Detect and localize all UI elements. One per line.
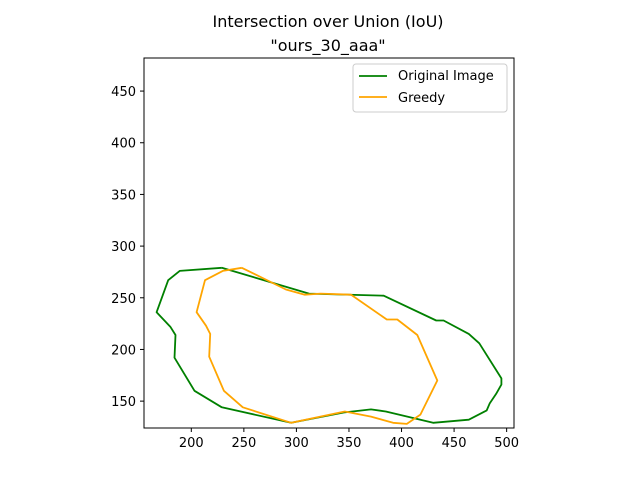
plot-area: [155, 266, 503, 425]
x-tick-label: 350: [337, 436, 362, 451]
series-line-greedy: [195, 266, 439, 425]
y-axis: 150 200 250 300 350 400 450: [111, 85, 144, 410]
series-line-original-image: [155, 266, 503, 424]
legend-label-greedy: Greedy: [398, 91, 445, 106]
y-tick-label: 350: [111, 188, 136, 203]
y-tick-label: 200: [111, 343, 136, 358]
y-tick-label: 250: [111, 292, 136, 307]
legend: Original Image Greedy: [352, 63, 508, 113]
chart-subtitle: "ours_30_aaa": [270, 36, 385, 56]
x-tick-label: 200: [179, 436, 204, 451]
x-tick-label: 450: [442, 436, 467, 451]
chart-title: Intersection over Union (IoU): [212, 12, 443, 31]
y-tick-label: 400: [111, 137, 136, 152]
x-tick-label: 500: [494, 436, 519, 451]
x-axis: 200 250 300 350 400 450 500: [179, 428, 519, 451]
axes-frame: [143, 57, 515, 429]
x-tick-label: 250: [231, 436, 256, 451]
x-tick-label: 300: [284, 436, 309, 451]
y-tick-label: 150: [111, 395, 136, 410]
x-tick-label: 400: [389, 436, 414, 451]
y-tick-label: 450: [111, 85, 136, 100]
legend-box: [352, 63, 508, 113]
y-tick-label: 300: [111, 240, 136, 255]
legend-label-original-image: Original Image: [398, 69, 494, 84]
